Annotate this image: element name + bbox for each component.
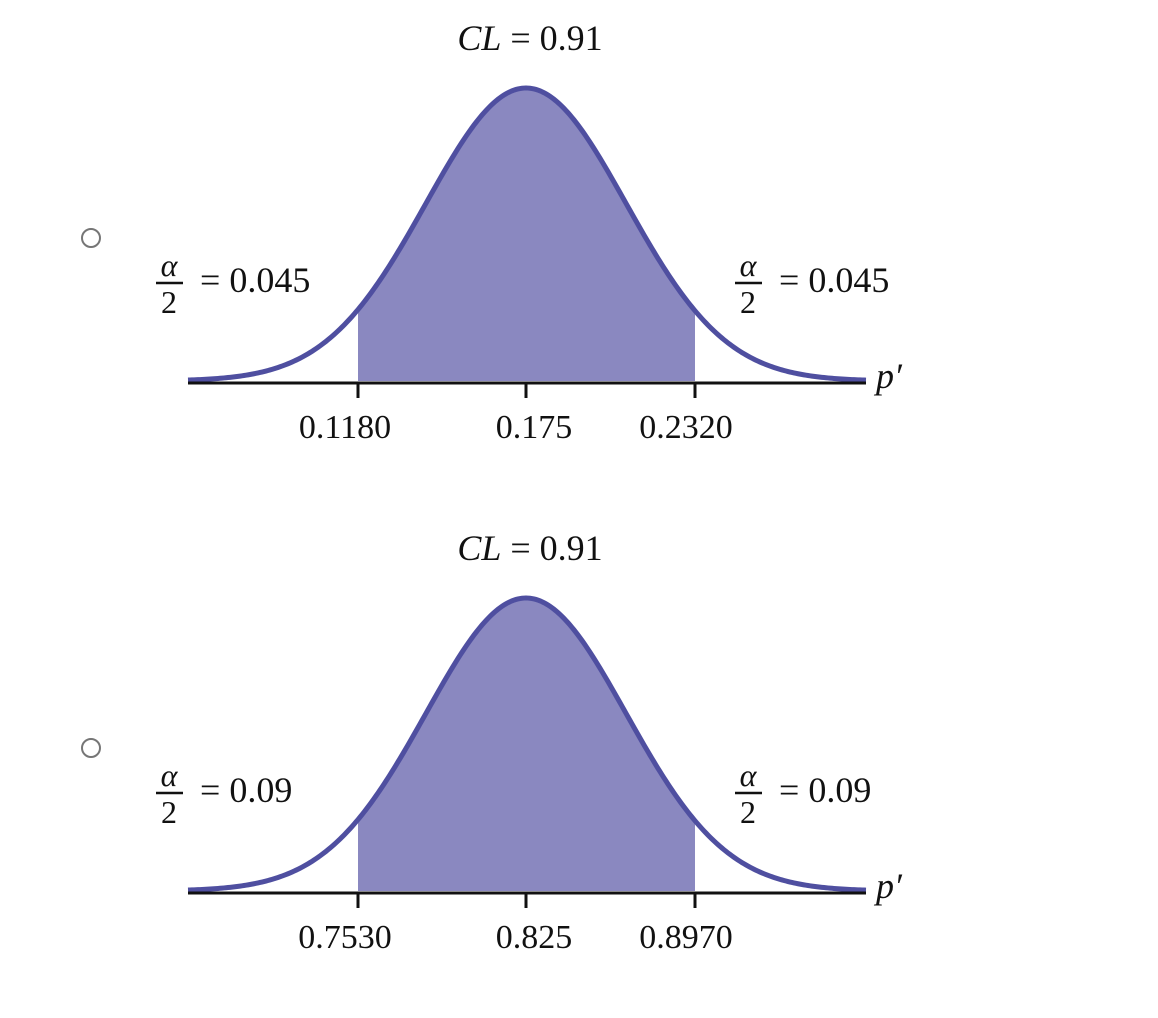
left-tail-label: α 2 = 0.09 bbox=[156, 757, 292, 830]
answer-option-2[interactable]: CL = 0.91 α 2 = 0.09 α 2 = 0.09 p′ 0.753… bbox=[0, 510, 1158, 1018]
alpha-numerator: α bbox=[161, 757, 179, 793]
answer-option-1[interactable]: CL = 0.91 α 2 = 0.045 α 2 = 0.045 p′ 0.1… bbox=[0, 0, 1158, 508]
radio-button-option-2[interactable] bbox=[81, 738, 101, 758]
alpha-numerator: α bbox=[740, 247, 758, 283]
alpha-denominator: 2 bbox=[740, 284, 756, 320]
normal-curve bbox=[187, 595, 867, 893]
confidence-level-label: CL = 0.91 bbox=[457, 528, 602, 568]
left-tail-label: α 2 = 0.045 bbox=[156, 247, 310, 320]
tick-label-lower: 0.1180 bbox=[299, 409, 391, 446]
shaded-confidence-region bbox=[358, 88, 695, 381]
left-tail-value: = 0.09 bbox=[200, 770, 292, 810]
right-tail-value: = 0.09 bbox=[779, 770, 871, 810]
alpha-denominator: 2 bbox=[161, 794, 177, 830]
shaded-confidence-region bbox=[358, 598, 695, 891]
normal-curve-diagram-2: CL = 0.91 α 2 = 0.09 α 2 = 0.09 p′ 0.753… bbox=[156, 528, 903, 956]
confidence-level-label: CL = 0.91 bbox=[457, 18, 602, 58]
alpha-denominator: 2 bbox=[161, 284, 177, 320]
tick-label-center: 0.175 bbox=[496, 409, 573, 446]
right-tail-value: = 0.045 bbox=[779, 260, 889, 300]
alpha-numerator: α bbox=[161, 247, 179, 283]
normal-curve-diagram-1: CL = 0.91 α 2 = 0.045 α 2 = 0.045 p′ 0.1… bbox=[156, 18, 903, 446]
right-tail-label: α 2 = 0.045 bbox=[735, 247, 889, 320]
radio-button-option-1[interactable] bbox=[81, 228, 101, 248]
tick-label-center: 0.825 bbox=[496, 919, 573, 956]
axis-label-p-prime: p′ bbox=[873, 866, 903, 906]
tick-label-upper: 0.2320 bbox=[639, 409, 733, 446]
axis-label-p-prime: p′ bbox=[873, 356, 903, 396]
tick-label-upper: 0.8970 bbox=[639, 919, 733, 956]
alpha-numerator: α bbox=[740, 757, 758, 793]
right-tail-label: α 2 = 0.09 bbox=[735, 757, 871, 830]
tick-label-lower: 0.7530 bbox=[298, 919, 392, 956]
alpha-denominator: 2 bbox=[740, 794, 756, 830]
normal-curve bbox=[187, 85, 867, 383]
left-tail-value: = 0.045 bbox=[200, 260, 310, 300]
